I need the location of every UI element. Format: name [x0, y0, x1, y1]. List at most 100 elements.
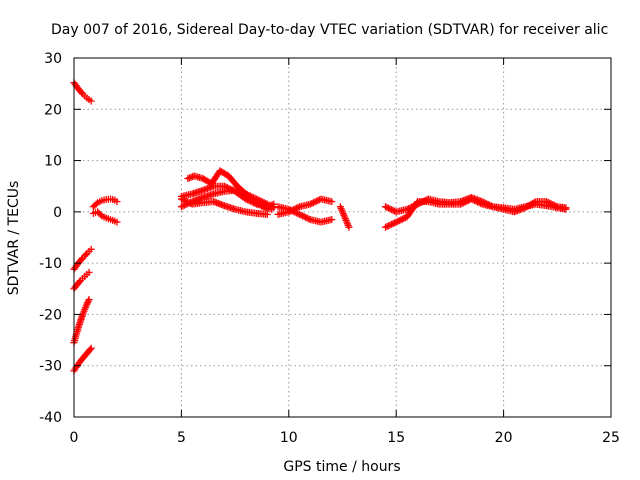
data-point: [82, 251, 90, 259]
data-point: [484, 201, 492, 209]
data-point: [308, 199, 316, 207]
data-point: [84, 297, 92, 305]
data-point: [392, 218, 400, 226]
x-tick-label: 20: [495, 430, 513, 446]
data-point: [403, 205, 411, 213]
axis-ticks: 0 5 10 15 20 25 -40 -30 -20 -10 0 10 20 30: [39, 51, 620, 446]
data-point: [86, 346, 94, 354]
x-tick-label: 10: [280, 430, 298, 446]
y-tick-label: -20: [39, 307, 62, 323]
y-tick-label: 10: [44, 154, 62, 170]
data-point: [530, 198, 538, 206]
data-point: [96, 211, 104, 219]
data-point: [383, 203, 391, 211]
data-point: [87, 245, 95, 253]
data-point: [328, 198, 336, 206]
data-point: [288, 206, 296, 214]
data-point: [389, 206, 397, 214]
data-point: [85, 296, 93, 304]
data-point: [412, 201, 420, 209]
data-point: [549, 201, 557, 209]
data-point: [296, 210, 304, 218]
data-point: [386, 205, 394, 213]
data-point: [226, 185, 234, 193]
data-point: [258, 202, 266, 210]
y-tick-label: 0: [53, 205, 62, 221]
x-tick-label: 25: [602, 430, 620, 446]
data-point: [388, 206, 396, 214]
data-point: [268, 205, 276, 213]
data-point: [179, 202, 187, 210]
data-point: [420, 197, 428, 205]
data-point: [84, 299, 92, 307]
plot-frame: [73, 57, 612, 418]
data-point: [78, 89, 86, 97]
data-point: [309, 199, 317, 207]
data-point: [417, 199, 425, 207]
data-point: [270, 200, 278, 208]
data-point: [544, 198, 552, 206]
data-point: [418, 198, 426, 206]
data-point: [314, 197, 322, 205]
data-point: [480, 198, 488, 206]
data-point: [414, 200, 422, 208]
data-point: [543, 198, 551, 206]
data-points: [70, 79, 570, 375]
data-point: [185, 199, 193, 207]
x-tick-label: 0: [70, 430, 79, 446]
data-point: [383, 223, 391, 231]
y-axis-label: SDTVAR / TECUs: [6, 181, 22, 296]
data-point: [184, 198, 192, 206]
data-point: [312, 197, 320, 205]
data-point: [286, 207, 294, 215]
data-point: [483, 200, 491, 208]
data-point: [398, 215, 406, 223]
data-point: [222, 183, 230, 191]
x-tick-label: 15: [387, 430, 405, 446]
data-point: [415, 199, 423, 207]
data-point: [113, 218, 121, 226]
data-point: [302, 213, 310, 221]
data-point: [550, 201, 558, 209]
data-point: [180, 197, 188, 205]
data-point: [409, 202, 417, 210]
data-point: [381, 203, 389, 211]
data-point: [75, 278, 83, 286]
data-point: [85, 268, 93, 276]
x-axis-label: GPS time / hours: [283, 459, 400, 475]
data-point: [552, 202, 560, 210]
data-point: [408, 203, 416, 211]
x-tick-label: 5: [177, 430, 186, 446]
data-point: [223, 184, 231, 192]
data-point: [299, 212, 307, 220]
data-point: [177, 203, 185, 211]
data-point: [381, 223, 389, 231]
data-point: [305, 215, 313, 223]
data-point: [406, 204, 414, 212]
data-point: [87, 97, 95, 105]
data-point: [285, 208, 293, 216]
data-point: [220, 182, 228, 190]
data-point: [182, 197, 190, 205]
data-point: [177, 195, 185, 203]
data-point: [562, 204, 570, 212]
data-point: [294, 203, 302, 211]
data-point: [113, 198, 121, 206]
data-point: [300, 213, 308, 221]
data-point: [92, 200, 100, 208]
data-point: [395, 217, 403, 225]
data-point: [547, 200, 555, 208]
data-point: [394, 217, 402, 225]
y-tick-label: 30: [44, 51, 62, 67]
data-point: [385, 222, 393, 230]
data-point: [297, 211, 305, 219]
data-point: [291, 205, 299, 213]
data-point: [328, 216, 336, 224]
data-point: [289, 206, 297, 214]
data-point: [294, 210, 302, 218]
data-point: [388, 220, 396, 228]
data-point: [404, 205, 412, 213]
data-point: [486, 201, 494, 209]
data-point: [311, 198, 319, 206]
